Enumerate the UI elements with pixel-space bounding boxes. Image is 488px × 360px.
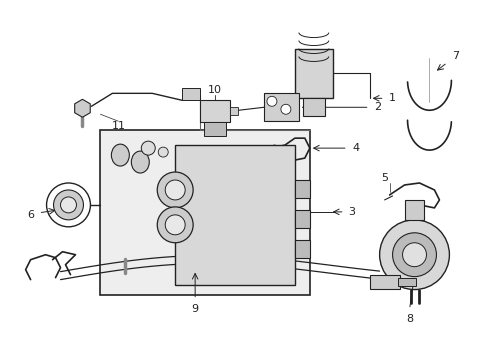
- Circle shape: [46, 183, 90, 227]
- Text: 4: 4: [351, 143, 359, 153]
- Bar: [302, 98, 324, 116]
- Circle shape: [157, 207, 193, 243]
- Ellipse shape: [131, 151, 149, 173]
- Circle shape: [141, 141, 155, 155]
- Circle shape: [392, 233, 436, 276]
- Text: 11: 11: [111, 121, 125, 131]
- Text: 5: 5: [380, 173, 387, 183]
- Bar: [294, 210, 309, 228]
- Bar: [200, 100, 229, 122]
- Bar: [369, 275, 399, 289]
- Text: 1: 1: [388, 93, 395, 103]
- Text: 2: 2: [373, 102, 381, 112]
- Circle shape: [157, 172, 193, 208]
- Bar: [203, 122, 225, 136]
- Circle shape: [280, 104, 290, 114]
- Bar: [175, 145, 294, 285]
- Circle shape: [402, 243, 426, 267]
- Bar: [229, 107, 238, 115]
- Bar: [294, 240, 309, 258]
- Bar: [404, 200, 424, 220]
- Text: 8: 8: [405, 314, 412, 324]
- Bar: [294, 180, 309, 198]
- Circle shape: [165, 215, 185, 235]
- Bar: [264, 93, 298, 121]
- Circle shape: [158, 147, 168, 157]
- Text: 3: 3: [347, 207, 354, 217]
- Bar: [182, 88, 200, 100]
- Text: 10: 10: [208, 85, 222, 95]
- Circle shape: [266, 96, 276, 106]
- Bar: [100, 130, 309, 294]
- Ellipse shape: [111, 144, 129, 166]
- Circle shape: [379, 220, 448, 289]
- Bar: [294, 49, 332, 98]
- Text: 6: 6: [27, 210, 34, 220]
- Polygon shape: [75, 99, 90, 117]
- Text: 9: 9: [191, 305, 198, 315]
- Circle shape: [53, 190, 83, 220]
- Text: 7: 7: [451, 51, 458, 62]
- Circle shape: [165, 180, 185, 200]
- Bar: [397, 278, 415, 285]
- Circle shape: [61, 197, 76, 213]
